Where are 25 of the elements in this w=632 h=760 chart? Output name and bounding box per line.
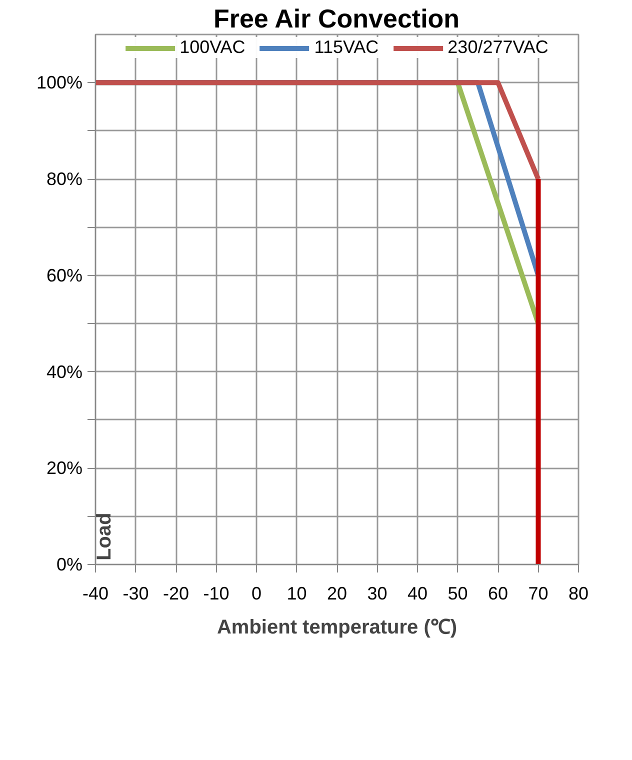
y-tick-label: 20%: [46, 458, 83, 478]
x-tick-label: -40: [82, 584, 109, 604]
y-tick-label: 80%: [46, 169, 83, 190]
x-tick-label: 80: [568, 584, 589, 604]
x-tick-label: 50: [448, 584, 468, 604]
x-tick-label: 60: [488, 584, 508, 604]
y-tick-label: 0%: [56, 554, 82, 574]
x-tick-label: -20: [162, 584, 190, 604]
x-tick-label: 20: [326, 584, 348, 604]
x-tick-label: -30: [122, 584, 149, 604]
x-tick-label: 10: [286, 584, 307, 604]
y-tick-label: 40%: [46, 362, 83, 382]
y-axis-title: Load: [94, 512, 116, 560]
legend-label: 230/277VAC: [448, 37, 548, 58]
x-tick-label: 70: [528, 584, 548, 604]
x-tick-label: 30: [367, 584, 388, 604]
legend-label: 115VAC: [314, 37, 379, 58]
x-axis-title: Ambient temperature (℃): [216, 616, 458, 638]
legend-label: 100VAC: [180, 37, 246, 58]
chart-title: Free Air Convection: [213, 4, 460, 34]
x-tick-label: 40: [407, 584, 428, 604]
y-tick-label: 100%: [36, 72, 83, 93]
x-tick-label: 0: [251, 584, 262, 604]
x-tick-label: -10: [203, 584, 230, 604]
y-tick-label: 60%: [46, 265, 83, 286]
